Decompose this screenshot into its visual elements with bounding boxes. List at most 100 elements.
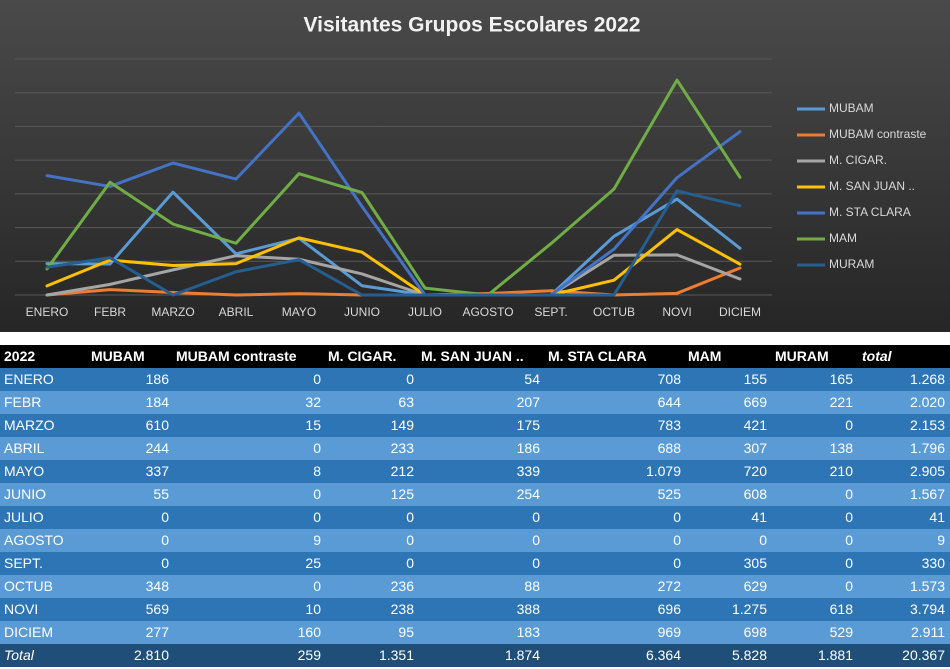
table-header-bg xyxy=(0,345,950,368)
table-cell: 1.351 xyxy=(379,647,414,663)
table-cell: Total xyxy=(4,647,35,663)
series-line xyxy=(45,78,742,297)
table-cell: 696 xyxy=(658,601,682,617)
table-cell: 0 xyxy=(845,486,853,502)
table-cell: 55 xyxy=(153,486,169,502)
table-cell: 388 xyxy=(517,601,541,617)
table-cell: 2.020 xyxy=(910,394,945,410)
table-cell: 2.905 xyxy=(910,463,945,479)
table-cell: 307 xyxy=(744,440,768,456)
table-header: M. STA CLARA xyxy=(548,348,647,364)
table-cell: 88 xyxy=(524,578,540,594)
table-cell: 259 xyxy=(298,647,322,663)
table-cell: 165 xyxy=(830,371,854,387)
x-tick-label: SEPT. xyxy=(534,305,567,319)
table-row-bg xyxy=(0,460,950,483)
table-cell: 610 xyxy=(146,417,170,433)
legend-label: MUBAM contraste xyxy=(829,127,927,141)
table-cell: 207 xyxy=(517,394,541,410)
table-cell: JUNIO xyxy=(4,486,46,502)
table-cell: 2.911 xyxy=(911,624,945,640)
chart-title: Visitantes Grupos Escolares 2022 xyxy=(304,14,641,37)
table-cell: 254 xyxy=(517,486,541,502)
x-tick-label: FEBR xyxy=(94,305,126,319)
table-row-bg xyxy=(0,506,950,529)
table-cell: 184 xyxy=(146,394,170,410)
table-header: MUBAM xyxy=(91,348,145,364)
x-tick-label: DICIEM xyxy=(719,305,761,319)
x-tick-label: ENERO xyxy=(26,305,69,319)
table-cell: 0 xyxy=(532,555,540,571)
table-cell: 783 xyxy=(658,417,682,433)
table-row-bg xyxy=(0,552,950,575)
table-row-bg xyxy=(0,483,950,506)
table-cell: 1.275 xyxy=(732,601,767,617)
table-cell: 0 xyxy=(161,532,169,548)
table-cell: DICIEM xyxy=(4,624,53,640)
table-cell: 569 xyxy=(146,601,170,617)
table-row-bg xyxy=(0,598,950,621)
table-cell: 0 xyxy=(313,509,321,525)
table-cell: 186 xyxy=(517,440,541,456)
table-cell: 629 xyxy=(744,578,768,594)
table-cell: 669 xyxy=(744,394,768,410)
series-line xyxy=(45,189,742,297)
legend-label: M. CIGAR. xyxy=(829,153,887,167)
legend-label: M. STA CLARA xyxy=(829,205,911,219)
table-header: total xyxy=(862,348,893,364)
table-cell: 0 xyxy=(406,509,414,525)
table-cell: 305 xyxy=(744,555,768,571)
table-cell: 212 xyxy=(391,463,415,479)
x-tick-label: OCTUB xyxy=(593,305,635,319)
table-row-bg xyxy=(0,437,950,460)
table-cell: 63 xyxy=(398,394,414,410)
table-cell: ENERO xyxy=(4,371,54,387)
table-cell: 0 xyxy=(161,509,169,525)
table-cell: 54 xyxy=(524,371,540,387)
table-cell: 3.794 xyxy=(910,601,945,617)
table-cell: OCTUB xyxy=(4,578,53,594)
legend-label: M. SAN JUAN .. xyxy=(829,179,915,193)
table-cell: 149 xyxy=(391,417,415,433)
table-cell: 10 xyxy=(305,601,321,617)
table-cell: 0 xyxy=(406,371,414,387)
table-cell: 1.268 xyxy=(910,371,945,387)
table-cell: 238 xyxy=(391,601,415,617)
table-cell: 244 xyxy=(146,440,170,456)
table-cell: 421 xyxy=(744,417,768,433)
table-cell: 1.079 xyxy=(646,463,681,479)
table-header: M. SAN JUAN .. xyxy=(421,348,524,364)
table-cell: 644 xyxy=(658,394,682,410)
table-cell: 0 xyxy=(313,440,321,456)
table-cell: 348 xyxy=(146,578,170,594)
table-cell: 1.573 xyxy=(910,578,945,594)
table-cell: 20.367 xyxy=(902,647,945,663)
table-cell: 0 xyxy=(161,555,169,571)
table-cell: 2.810 xyxy=(134,647,169,663)
table-cell: 529 xyxy=(830,624,854,640)
table-cell: 0 xyxy=(673,532,681,548)
table-cell: 688 xyxy=(658,440,682,456)
table-cell: 2.153 xyxy=(910,417,945,433)
table-row-bg xyxy=(0,621,950,644)
table-cell: MAYO xyxy=(4,463,44,479)
table-cell: 125 xyxy=(391,486,415,502)
series-line xyxy=(45,253,742,297)
series-line xyxy=(45,190,742,297)
table-cell: 339 xyxy=(517,463,541,479)
table-cell: 0 xyxy=(845,532,853,548)
table-cell: 1.796 xyxy=(910,440,945,456)
chart-background xyxy=(0,0,950,332)
legend-label: MAM xyxy=(829,231,857,245)
legend-label: MURAM xyxy=(829,257,874,271)
table-cell: 0 xyxy=(313,486,321,502)
table-cell: MARZO xyxy=(4,417,55,433)
legend-label: MUBAM xyxy=(829,101,874,115)
table-cell: 41 xyxy=(751,509,767,525)
x-tick-label: MAYO xyxy=(282,305,316,319)
table-cell: 272 xyxy=(658,578,682,594)
table-header: M. CIGAR. xyxy=(328,348,396,364)
table-cell: 525 xyxy=(658,486,682,502)
table-cell: 0 xyxy=(845,509,853,525)
